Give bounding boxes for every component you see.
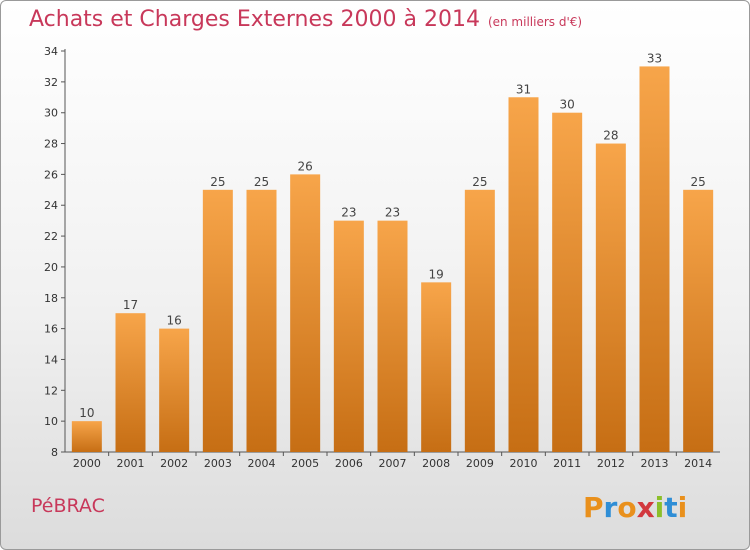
logo-letter: x xyxy=(636,491,655,524)
y-tick-label: 26 xyxy=(44,168,58,181)
logo-letter: P xyxy=(583,491,604,524)
y-tick-label: 12 xyxy=(44,384,58,397)
bar-value-label: 25 xyxy=(691,175,706,189)
logo-letter: i xyxy=(654,491,665,524)
logo-letter: o xyxy=(617,491,637,524)
y-tick-label: 14 xyxy=(44,353,58,366)
logo-letter: t xyxy=(664,491,678,524)
y-tick-label: 30 xyxy=(44,107,58,120)
x-tick-label: 2006 xyxy=(335,457,363,470)
x-tick-label: 2005 xyxy=(291,457,319,470)
bar-value-label: 28 xyxy=(603,129,618,143)
y-tick-label: 18 xyxy=(44,292,58,305)
axes: 8 10 12 14 16 18 20 22 24 26 28 30 32 34 2000 2001 2002 2… xyxy=(44,45,720,470)
y-tick-label: 24 xyxy=(44,199,58,212)
bar-value-label: 30 xyxy=(560,98,575,112)
bar xyxy=(246,189,277,453)
bar-value-label: 17 xyxy=(123,298,138,312)
bar xyxy=(159,328,190,452)
commune-name: PéBRAC xyxy=(31,495,105,517)
y-tick-label: 34 xyxy=(44,45,58,58)
bar xyxy=(377,220,408,452)
y-tick-label: 28 xyxy=(44,138,58,151)
logo-letter: r xyxy=(603,491,618,524)
bar xyxy=(683,189,714,453)
bar xyxy=(464,189,495,453)
bar xyxy=(552,112,583,452)
data-labels: 10 17 16 25 25 26 23 23 19 25 31 30 28 33 25 xyxy=(79,51,706,420)
x-tick-label: 2012 xyxy=(597,457,625,470)
x-tick-label: 2001 xyxy=(117,457,145,470)
x-tick-label: 2013 xyxy=(641,457,669,470)
bar xyxy=(639,66,670,452)
chart-title-text: Achats et Charges Externes 2000 à 2014 xyxy=(29,7,480,32)
bar-value-label: 33 xyxy=(647,51,662,65)
x-tick-label: 2009 xyxy=(466,457,494,470)
chart-subtitle: (en milliers d'€) xyxy=(487,15,583,29)
bar xyxy=(115,313,146,452)
bar-value-label: 10 xyxy=(79,406,94,420)
x-tick-label: 2011 xyxy=(553,457,581,470)
bar-value-label: 19 xyxy=(429,267,444,281)
y-tick-label: 16 xyxy=(44,323,58,336)
y-tick-label: 22 xyxy=(44,230,58,243)
bar-value-label: 25 xyxy=(472,175,487,189)
y-tick-label: 8 xyxy=(51,446,58,459)
bar-value-label: 25 xyxy=(210,175,225,189)
bar xyxy=(202,189,233,453)
bar-value-label: 23 xyxy=(341,206,356,220)
bar xyxy=(333,220,364,452)
x-tick-label: 2007 xyxy=(379,457,407,470)
bar-value-label: 23 xyxy=(385,206,400,220)
x-tick-label: 2002 xyxy=(160,457,188,470)
y-tick-label: 10 xyxy=(44,415,58,428)
x-tick-label: 2003 xyxy=(204,457,232,470)
x-tick-label: 2010 xyxy=(510,457,538,470)
bar xyxy=(290,174,321,452)
x-tick-label: 2008 xyxy=(422,457,450,470)
bar xyxy=(595,143,626,453)
bar-value-label: 16 xyxy=(167,314,182,328)
bar-value-label: 26 xyxy=(298,159,313,173)
bar-value-label: 31 xyxy=(516,82,531,96)
proxiti-logo[interactable]: Proxiti xyxy=(583,491,687,524)
y-tick-label: 32 xyxy=(44,76,58,89)
x-tick-label: 2004 xyxy=(248,457,276,470)
x-tick-label: 2000 xyxy=(73,457,101,470)
x-tick-label: 2014 xyxy=(684,457,712,470)
bar xyxy=(421,282,452,452)
bar-value-label: 25 xyxy=(254,175,269,189)
bar xyxy=(508,97,539,453)
logo-letter: i xyxy=(677,491,688,524)
bar xyxy=(71,421,102,452)
bars xyxy=(71,66,714,453)
y-tick-label: 20 xyxy=(44,261,58,274)
chart-title: Achats et Charges Externes 2000 à 2014 (e… xyxy=(29,7,582,32)
